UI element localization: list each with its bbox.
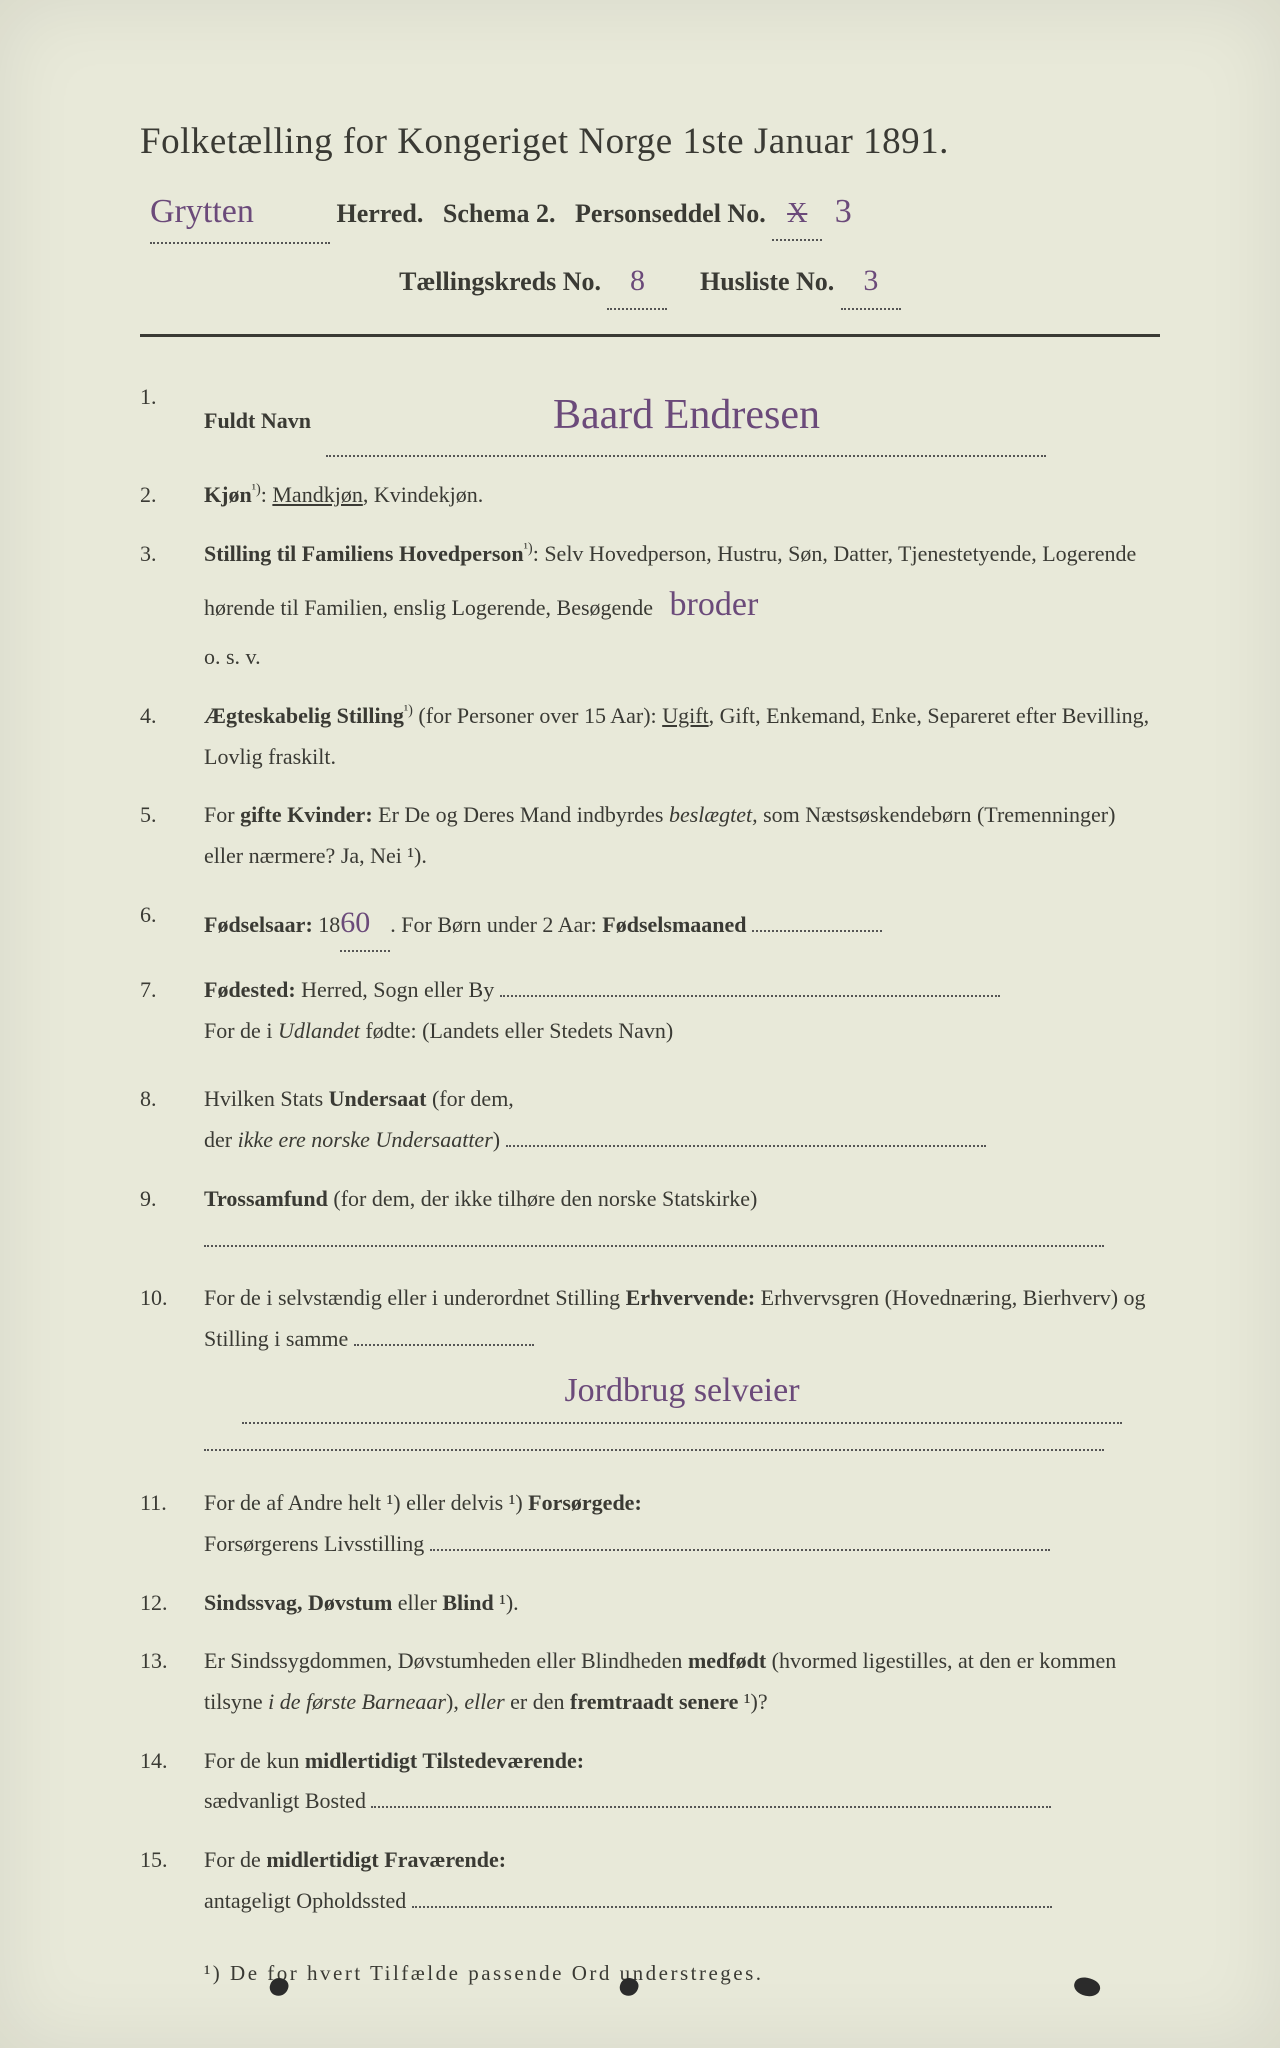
- herred-label: Herred.: [337, 199, 424, 228]
- item-8: Hvilken Stats Undersaat (for dem, der ik…: [140, 1079, 1160, 1160]
- schema-label: Schema 2.: [443, 199, 556, 228]
- item-8-label: Undersaat: [329, 1086, 427, 1111]
- item-14: For de kun midlertidigt Tilstedeværende:…: [140, 1741, 1160, 1822]
- item-2: Kjøn¹): Mandkjøn, Kvindekjøn.: [140, 475, 1160, 516]
- item-5-label: gifte Kvinder:: [240, 802, 373, 827]
- husliste-no: 3: [863, 264, 878, 297]
- divider: [140, 334, 1160, 337]
- item-4: Ægteskabelig Stilling¹) (for Personer ov…: [140, 696, 1160, 777]
- item-12: Sindssvag, Døvstum eller Blind ¹).: [140, 1583, 1160, 1624]
- footnote: ¹) De for hvert Tilfælde passende Ord un…: [140, 1961, 1160, 1986]
- item-4-label: Ægteskabelig Stilling: [204, 703, 404, 728]
- item-1: Fuldt Navn Baard Endresen: [140, 377, 1160, 457]
- husliste-label: Husliste No.: [700, 267, 834, 296]
- kreds-label: Tællingskreds No.: [399, 267, 601, 296]
- item-13-label2: fremtraadt senere: [570, 1689, 738, 1714]
- item-9-label: Trossamfund: [204, 1186, 328, 1211]
- item-10-label: Erhvervende:: [626, 1285, 756, 1310]
- item-10-value: Jordbrug selveier: [564, 1372, 799, 1409]
- item-3: Stilling til Familiens Hovedperson¹): Se…: [140, 534, 1160, 678]
- item-9: Trossamfund (for dem, der ikke tilhøre d…: [140, 1179, 1160, 1260]
- item-3-label: Stilling til Familiens Hovedperson: [204, 541, 524, 566]
- item-11: For de af Andre helt ¹) eller delvis ¹) …: [140, 1483, 1160, 1564]
- item-12-label: Sindssvag, Døvstum: [204, 1590, 392, 1615]
- item-3-suffix: o. s. v.: [204, 637, 1160, 678]
- form-list: Fuldt Navn Baard Endresen Kjøn¹): Mandkj…: [140, 377, 1160, 1921]
- item-6-month: [752, 930, 882, 932]
- item-2-label: Kjøn: [204, 482, 252, 507]
- page-title: Folketælling for Kongeriget Norge 1ste J…: [140, 120, 1160, 163]
- header-line-2: Tællingskreds No. 8 Husliste No. 3: [140, 254, 1160, 310]
- personseddel-label: Personseddel No.: [575, 199, 766, 228]
- personseddel-no: 3: [835, 193, 852, 230]
- item-15: For de midlertidigt Fraværende: antageli…: [140, 1840, 1160, 1921]
- item-6-label: Fødselsaar:: [204, 912, 313, 937]
- item-5: For gifte Kvinder: Er De og Deres Mand i…: [140, 795, 1160, 876]
- census-form-page: Folketælling for Kongeriget Norge 1ste J…: [0, 0, 1280, 2048]
- item-13: Er Sindssygdommen, Døvstumheden eller Bl…: [140, 1641, 1160, 1722]
- herred-value: Grytten: [150, 193, 254, 230]
- item-3-value: broder: [670, 586, 759, 623]
- personseddel-struck: X: [787, 198, 807, 229]
- item-6-label2: Fødselsmaaned: [602, 912, 746, 937]
- item-4-selected: Ugift: [662, 703, 708, 728]
- item-7: Fødested: Herred, Sogn eller By For de i…: [140, 970, 1160, 1051]
- item-10: For de i selvstændig eller i underordnet…: [140, 1278, 1160, 1465]
- item-11-label: Forsørgede:: [528, 1490, 642, 1515]
- item-1-label: Fuldt Navn: [204, 408, 311, 433]
- kreds-no: 8: [630, 264, 645, 297]
- item-1-value: Baard Endresen: [553, 392, 820, 438]
- item-14-label: midlertidigt Tilstedeværende:: [305, 1748, 584, 1773]
- item-6: Fødselsaar: 1860. For Børn under 2 Aar: …: [140, 895, 1160, 953]
- item-6-year: 60: [340, 895, 390, 953]
- item-13-label: medfødt: [688, 1648, 766, 1673]
- item-2-selected: Mandkjøn: [272, 482, 362, 507]
- item-7-label: Fødested:: [204, 977, 296, 1002]
- item-15-label: midlertidigt Fraværende:: [266, 1847, 506, 1872]
- item-12-label2: Blind: [442, 1590, 493, 1615]
- header-line-1: Grytten Herred. Schema 2. Personseddel N…: [140, 181, 1160, 244]
